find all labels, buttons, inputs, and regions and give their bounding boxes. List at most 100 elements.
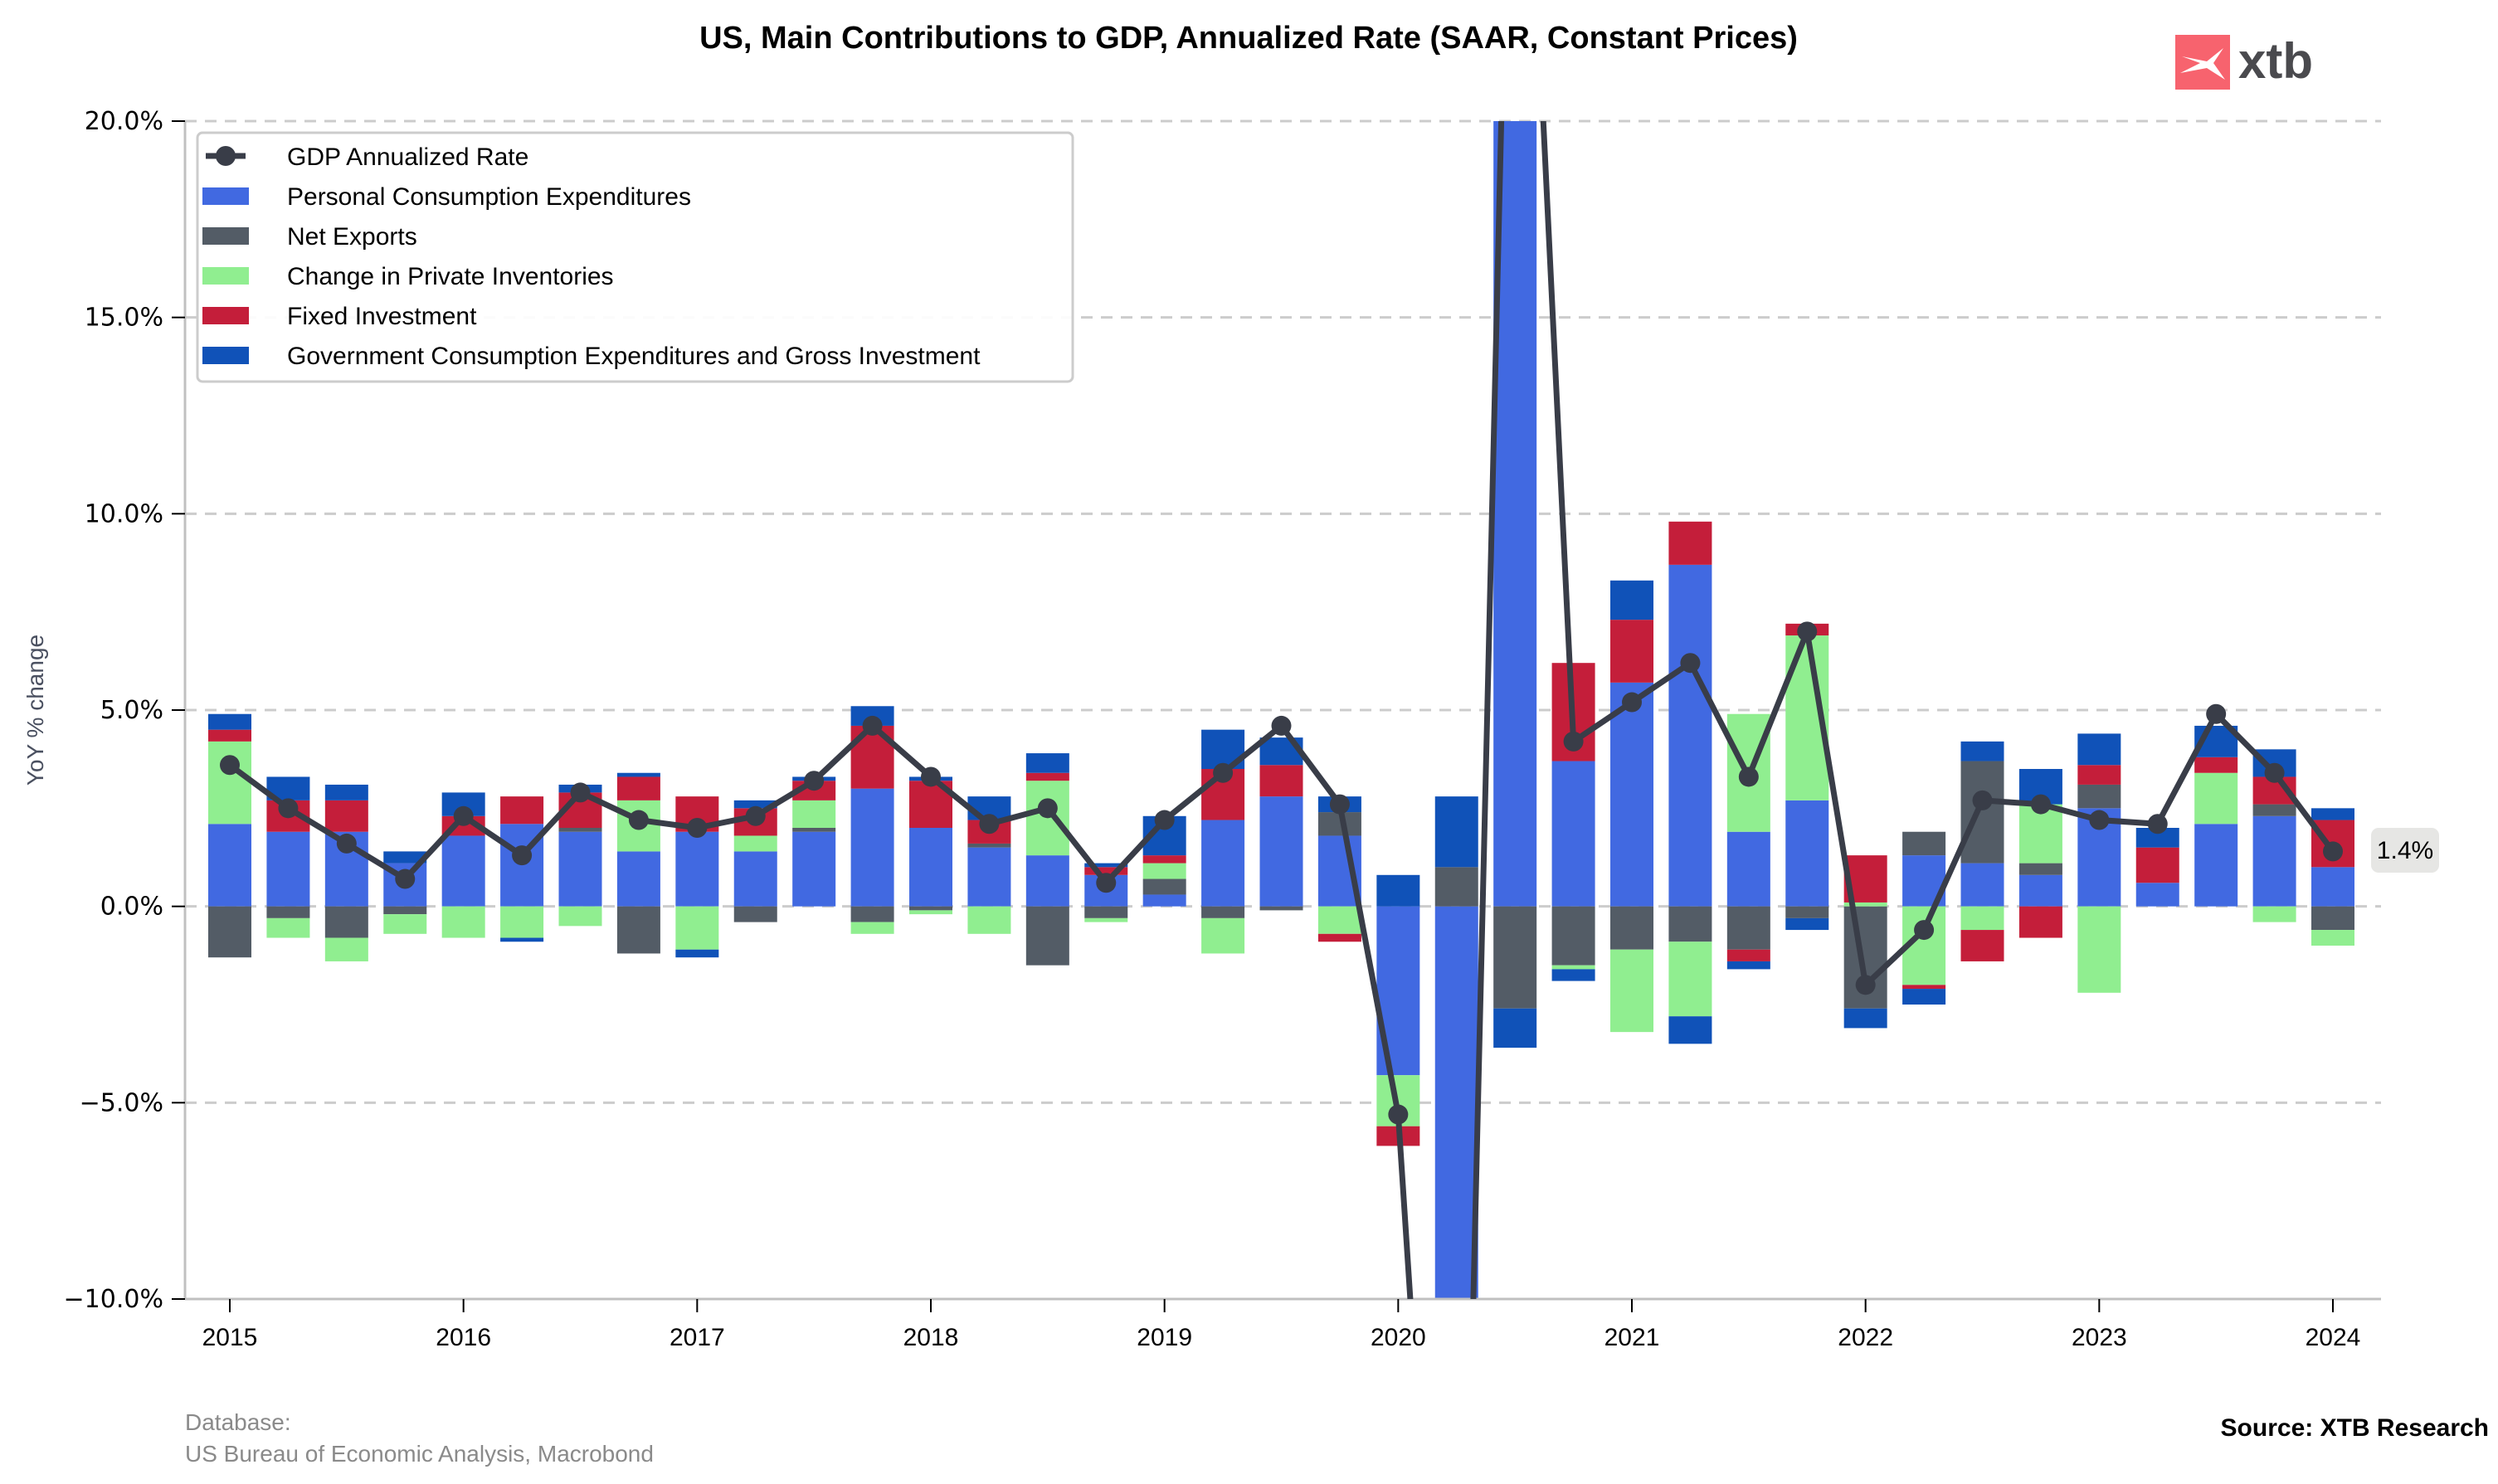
bar-government-consumption-expenditures-and-gross-investment-2024Q1 (2311, 808, 2354, 820)
x-tick-label: 2018 (903, 1324, 959, 1351)
bar-personal-consumption-expenditures-2021Q2 (1668, 564, 1712, 907)
bar-net-exports-2016Q3 (558, 828, 602, 832)
gdp-point-2017Q2 (745, 805, 766, 826)
bar-change-in-private-inventories-2016Q2 (500, 906, 544, 938)
y-tick-label: 20.0% (85, 107, 163, 136)
bar-change-in-private-inventories-2017Q1 (675, 906, 719, 950)
annotation-box (2371, 828, 2439, 873)
bar-government-consumption-expenditures-and-gross-investment-2018Q3 (1025, 753, 1069, 773)
bar-government-consumption-expenditures-and-gross-investment-2016Q2 (500, 937, 544, 942)
bar-change-in-private-inventories-2018Q1 (909, 910, 952, 915)
bar-change-in-private-inventories-2020Q4 (1551, 965, 1595, 970)
bar-government-consumption-expenditures-and-gross-investment-2016Q4 (616, 772, 660, 777)
bar-fixed-investment-2019Q1 (1142, 855, 1186, 864)
y-tick-label: −10.0% (64, 1285, 163, 1314)
x-tick-label: 2020 (1371, 1324, 1426, 1351)
bar-net-exports-2019Q3 (1259, 906, 1303, 911)
bar-government-consumption-expenditures-and-gross-investment-2015Q4 (383, 851, 427, 864)
legend-swatch (202, 267, 249, 285)
bar-personal-consumption-expenditures-2022Q4 (2018, 874, 2062, 907)
bar-net-exports-2019Q2 (1201, 906, 1245, 918)
bar-personal-consumption-expenditures-2018Q2 (967, 847, 1011, 907)
bar-net-exports-2021Q3 (1726, 906, 1770, 950)
bar-government-consumption-expenditures-and-gross-investment-2020Q2 (1434, 796, 1478, 868)
bar-net-exports-2017Q3 (792, 828, 836, 832)
bar-government-consumption-expenditures-and-gross-investment-2022Q2 (1902, 989, 1946, 1005)
bar-government-consumption-expenditures-and-gross-investment-2022Q1 (1843, 1008, 1887, 1029)
bar-net-exports-2018Q1 (909, 906, 952, 911)
legend-frame (196, 131, 1074, 383)
gdp-point-2018Q1 (921, 766, 941, 787)
gdp-point-2019Q3 (1271, 715, 1292, 736)
bar-change-in-private-inventories-2017Q2 (733, 835, 777, 852)
bar-personal-consumption-expenditures-2023Q3 (2194, 824, 2238, 907)
bar-net-exports-2020Q3 (1493, 906, 1537, 1009)
gdp-point-2024Q1 (2323, 841, 2343, 862)
legend-label: Change in Private Inventories (287, 263, 614, 290)
legend-swatch (202, 347, 249, 364)
gdp-point-2022Q4 (2030, 794, 2051, 815)
x-ticks: 2015 2016 2017 2018 2019 2020 2021 2022 2023 2024 (202, 1299, 2361, 1351)
bar-personal-consumption-expenditures-2023Q4 (2252, 815, 2296, 907)
bar-net-exports-2018Q2 (967, 843, 1011, 848)
bar-change-in-private-inventories-2019Q4 (1317, 906, 1361, 934)
bar-government-consumption-expenditures-and-gross-investment-2015Q3 (324, 784, 368, 800)
bar-government-consumption-expenditures-and-gross-investment-2017Q2 (733, 800, 777, 809)
gdp-point-2020Q1 (1388, 1104, 1409, 1125)
gdp-point-2023Q2 (2147, 814, 2168, 834)
bar-change-in-private-inventories-2016Q3 (558, 906, 602, 927)
gdp-point-2019Q1 (1154, 810, 1175, 830)
xtb-logo-text: xtb (2238, 33, 2313, 89)
gdp-point-2018Q3 (1037, 798, 1058, 819)
bar-fixed-investment-2022Q3 (1960, 930, 2004, 961)
legend-marker-icon (216, 146, 236, 166)
bar-net-exports-2018Q3 (1025, 906, 1069, 966)
chart-title: US, Main Contributions to GDP, Annualize… (699, 21, 1798, 56)
gdp-point-2020Q4 (1563, 731, 1584, 752)
bar-change-in-private-inventories-2022Q1 (1843, 902, 1887, 907)
bar-net-exports-2022Q2 (1902, 831, 1946, 856)
bar-net-exports-2021Q2 (1668, 906, 1712, 942)
bar-change-in-private-inventories-2017Q4 (850, 922, 894, 934)
gdp-point-2021Q4 (1797, 621, 1818, 642)
bar-personal-consumption-expenditures-2019Q3 (1259, 796, 1303, 907)
gdp-point-2022Q2 (1914, 920, 1935, 941)
legend-label: Net Exports (287, 223, 417, 251)
legend-label: GDP Annualized Rate (287, 144, 528, 171)
x-tick-label: 2023 (2072, 1324, 2127, 1351)
bar-net-exports-2015Q3 (324, 906, 368, 938)
bar-net-exports-2015Q1 (208, 906, 251, 958)
bar-net-exports-2016Q4 (616, 906, 660, 954)
gdp-point-2021Q2 (1680, 653, 1701, 674)
x-tick-label: 2016 (436, 1324, 491, 1351)
gdp-point-2021Q1 (1622, 692, 1642, 713)
bar-fixed-investment-2016Q4 (616, 776, 660, 800)
bar-change-in-private-inventories-2023Q3 (2194, 772, 2238, 825)
legend-swatch (202, 307, 249, 324)
database-label: Database: (185, 1409, 291, 1435)
gdp-line (220, 121, 2343, 1299)
bar-change-in-private-inventories-2021Q2 (1668, 941, 1712, 1017)
gdp-point-2019Q2 (1213, 762, 1234, 783)
xtb-logo: xtb (2175, 33, 2313, 90)
bar-change-in-private-inventories-2024Q1 (2311, 930, 2354, 946)
bar-personal-consumption-expenditures-2017Q2 (733, 851, 777, 907)
bar-net-exports-2018Q4 (1084, 906, 1128, 918)
x-tick-label: 2024 (2306, 1324, 2361, 1351)
gdp-point-2017Q4 (862, 715, 883, 736)
bar-government-consumption-expenditures-and-gross-investment-2020Q4 (1551, 969, 1595, 981)
bar-fixed-investment-2021Q2 (1668, 521, 1712, 565)
y-tick-label: 5.0% (100, 696, 163, 725)
bar-net-exports-2021Q4 (1785, 906, 1829, 918)
gdp-point-2015Q4 (395, 869, 416, 889)
bar-net-exports-2017Q2 (733, 906, 777, 922)
bar-net-exports-2015Q4 (383, 906, 427, 915)
bar-fixed-investment-2016Q2 (500, 796, 544, 825)
gdp-point-2016Q2 (512, 845, 533, 866)
bar-government-consumption-expenditures-and-gross-investment-2018Q4 (1084, 863, 1128, 868)
gdp-point-2019Q4 (1329, 794, 1350, 815)
bar-change-in-private-inventories-2015Q3 (324, 937, 368, 961)
bar-fixed-investment-2021Q1 (1610, 620, 1653, 683)
bar-fixed-investment-2019Q3 (1259, 765, 1303, 797)
